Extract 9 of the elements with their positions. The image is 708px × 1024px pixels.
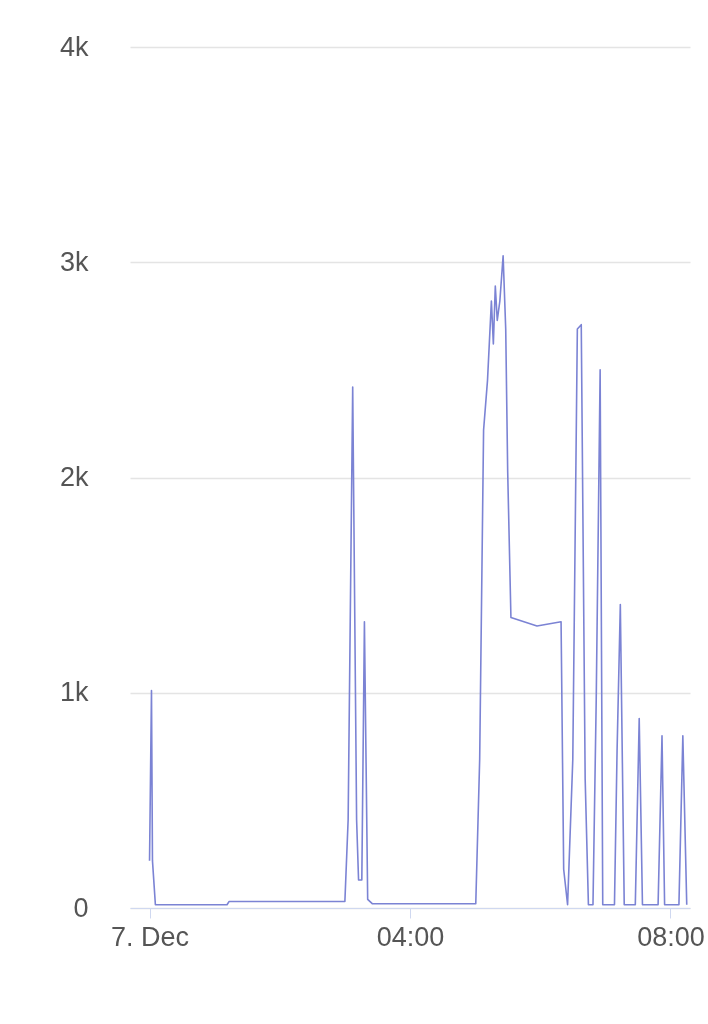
x-tick-label: 04:00 — [376, 921, 445, 952]
line-series — [148, 254, 688, 906]
y-tick-label: 0 — [73, 892, 89, 923]
y-tick-label: 4k — [59, 31, 89, 62]
x-tick-label: 7. Dec — [111, 921, 190, 952]
y-tick-label: 2k — [59, 462, 89, 492]
x-tick-label: 08:00 — [637, 921, 705, 952]
y-tick-label: 3k — [59, 246, 89, 277]
y-tick-label: 1k — [59, 677, 89, 708]
